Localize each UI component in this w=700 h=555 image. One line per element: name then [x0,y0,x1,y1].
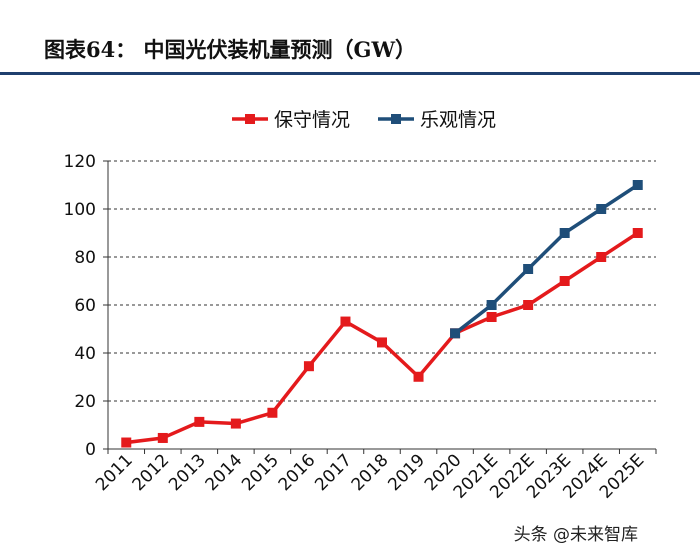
data-point-series-1 [413,371,424,382]
legend-label-2: 乐观情况 [420,109,496,131]
data-point-series-1 [486,312,497,322]
legend-marker-1 [245,114,255,124]
x-tick-label: 2017 [311,450,356,495]
data-point-series-2 [632,180,643,190]
y-tick-label: 100 [64,200,96,220]
x-tick-label: 2015 [238,450,283,495]
data-point-series-1 [267,407,278,418]
x-tick-label: 2012 [129,450,174,495]
data-point-series-1 [303,361,314,372]
data-point-series-1 [559,276,570,286]
x-tick-label: 2019 [384,450,429,495]
page-title: 图表64： 中国光伏装机量预测（GW） [44,37,417,62]
x-tick-label: 2018 [348,450,393,495]
x-tick-label: 2011 [92,450,137,495]
data-point-series-1 [377,337,387,348]
data-point-series-2 [486,300,497,310]
data-point-series-1 [523,300,534,310]
legend-label-1: 保守情况 [274,109,350,131]
data-point-series-1 [230,418,241,429]
legend-marker-2 [391,114,401,124]
data-point-series-1 [121,437,132,448]
data-point-series-2 [559,228,570,238]
y-tick-label: 120 [64,152,96,172]
y-tick-label: 40 [74,344,96,364]
title-divider [0,72,700,75]
data-point-series-1 [157,432,168,443]
y-tick-label: 60 [74,296,96,316]
series-line-2 [453,183,639,335]
y-tick-label: 20 [74,392,96,412]
data-point-series-2 [450,328,461,339]
data-point-series-1 [596,252,607,262]
data-point-series-2 [523,264,534,274]
data-point-series-1 [340,316,351,327]
y-tick-label: 0 [85,440,96,460]
x-tick-label: 2014 [202,450,247,495]
x-tick-label: 2016 [275,450,320,495]
y-tick-label: 80 [74,248,96,268]
watermark: 头条 @未来智库 [513,525,638,545]
data-point-series-1 [632,228,643,238]
data-point-series-1 [194,416,205,427]
x-tick-label: 2013 [165,450,210,495]
data-point-series-2 [596,204,607,214]
